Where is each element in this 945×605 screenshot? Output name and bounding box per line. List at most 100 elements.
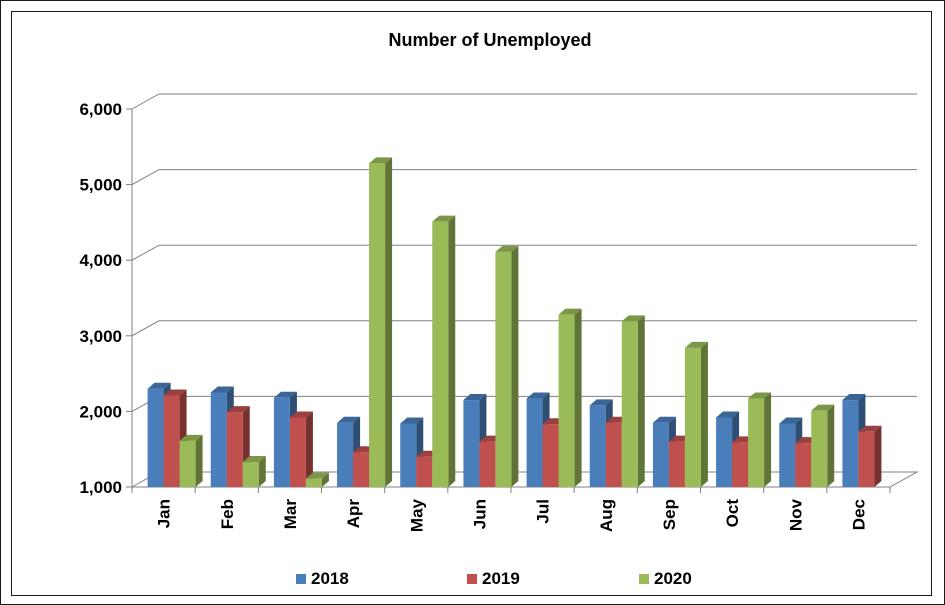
bar-top [179,434,203,441]
bar-side [305,411,313,487]
bar-front [779,423,796,487]
bar-front [495,251,512,487]
bar-front [179,440,196,487]
gridline [131,169,917,186]
bar-2020-Sep [684,341,708,487]
bar-front [858,431,875,487]
bar-front [226,412,243,487]
bar-front [842,400,859,487]
bar-top [748,392,772,399]
bar-front [542,424,559,487]
bar-front [811,410,828,487]
legend-label: 2018 [311,569,349,588]
bar-top [463,394,487,401]
bar-top [369,157,393,164]
gridline [131,320,917,337]
bar-top [652,416,676,423]
bar-top [226,406,250,413]
bar-top [858,425,882,432]
y-tick-label: 3,000 [79,327,122,346]
legend-swatch [467,574,477,584]
bar-top [526,392,550,399]
bar-top [305,472,329,479]
bar-front [795,443,812,487]
bar-front [416,456,433,487]
bar-front [210,392,227,487]
bar-front [369,163,386,487]
gridlines [131,93,917,412]
bar-front [273,397,290,487]
bar-top [684,341,708,348]
bar-front [400,423,417,487]
x-axis: Jan Feb Mar Apr May Jun Jul Aug Sep Oct Nov Dec [131,487,891,532]
bar-chart: Number of Unemployed 1,000 2,000 3,000 4,00… [79,30,919,588]
bar-2020-Mar [305,472,329,487]
legend-swatch [639,574,649,584]
x-tick-label: Apr [344,499,363,529]
bar-top [242,456,266,463]
bar-top [163,389,187,396]
gridline [131,244,917,261]
bar-front [289,417,306,487]
bar-side [385,157,393,487]
bar-2020-Oct [748,392,772,487]
x-tick-label: Aug [597,499,616,532]
bar-front [463,400,480,487]
legend-label: 2019 [482,569,520,588]
bar-2020-May [432,215,456,488]
gridline [131,93,917,110]
legend: 2018 2019 2020 [296,569,692,588]
y-tick-label: 1,000 [79,478,122,497]
bar-side [321,472,329,487]
bar-front [479,441,496,487]
x-tick-label: Dec [849,499,868,530]
y-tick-label: 4,000 [79,251,122,270]
bar-front [621,321,638,487]
bar-side [195,434,203,487]
bar-top [716,411,740,418]
x-tick-label: Nov [786,498,805,531]
x-tick-label: Sep [660,499,679,530]
bar-top [400,417,424,424]
chart-area: Number of Unemployed 1,000 2,000 3,000 4,00… [11,11,932,596]
bar-front [684,347,701,487]
bar-front [526,398,543,487]
bar-side [700,341,708,487]
x-tick-label: Jun [470,499,489,529]
x-tick-label: Jan [155,499,174,528]
bar-front [748,398,765,487]
bar-top [621,315,645,322]
bar-top [147,382,171,389]
y-tick-label: 6,000 [79,100,122,119]
bar-side [448,215,456,488]
bar-side [511,245,519,487]
legend-label: 2020 [654,569,692,588]
bar-top [811,404,835,411]
y-tick-label: 5,000 [79,176,122,195]
bar-2020-Apr [369,157,393,487]
bar-front [432,221,449,488]
bar-front [147,388,164,487]
bar-top [210,386,234,393]
bar-front [305,478,322,487]
bars [147,157,882,488]
bar-front [337,422,354,487]
bar-side [637,315,645,487]
bar-front [558,314,575,487]
bar-2020-Jan [179,434,203,487]
bar-side [827,404,835,487]
x-tick-label: Oct [723,499,742,528]
bar-top [337,416,361,423]
legend-swatch [296,574,306,584]
bar-2020-Aug [621,315,645,487]
bar-side [764,392,772,487]
bar-side [258,456,266,487]
legend-item-2019: 2019 [467,569,520,588]
x-tick-label: May [407,498,426,532]
x-tick-label: Jul [534,499,553,524]
bar-top [779,417,803,424]
bar-top [432,215,456,222]
bar-side [874,425,882,487]
bar-front [716,417,733,487]
